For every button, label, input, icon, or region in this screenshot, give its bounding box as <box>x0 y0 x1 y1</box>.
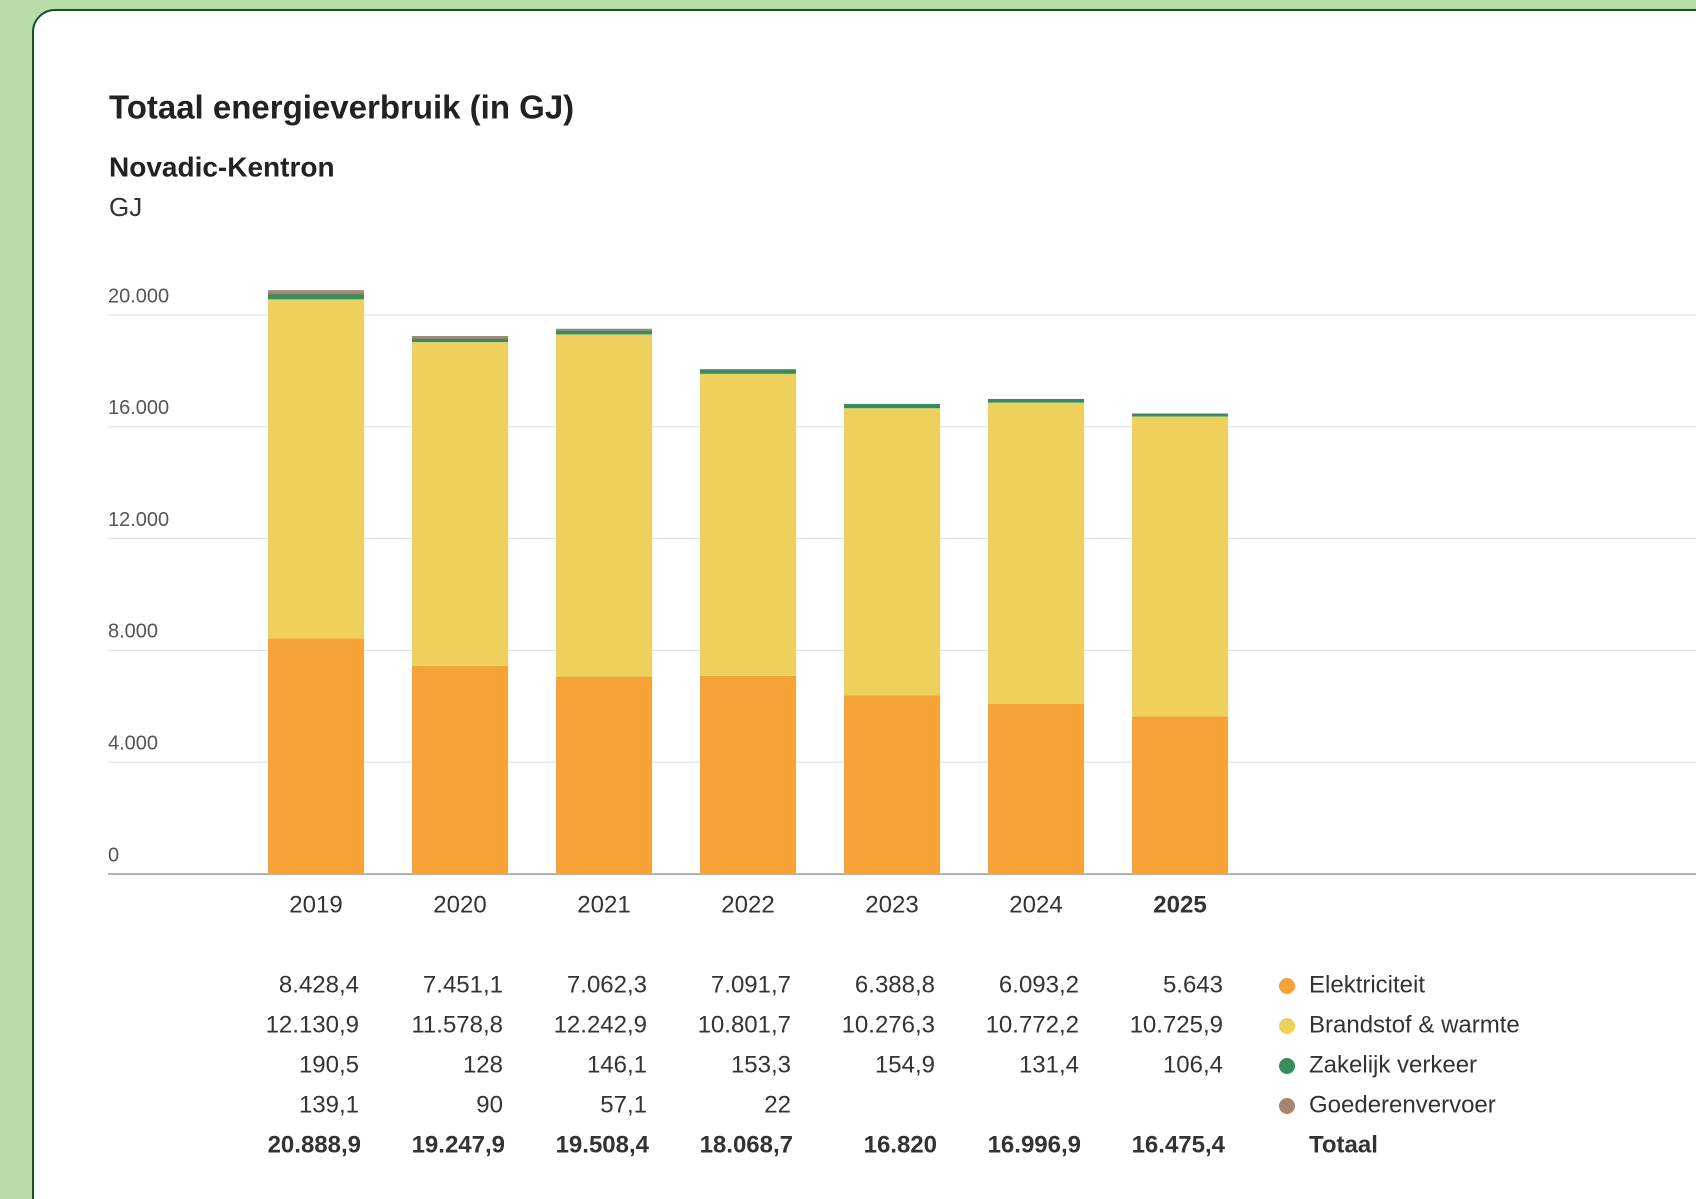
table-cell: 146,1 <box>587 1051 647 1078</box>
bar-segment <box>988 703 1084 874</box>
x-tick-label: 2020 <box>433 891 486 918</box>
legend-label: Goederenvervoer <box>1309 1091 1496 1118</box>
y-axis-label: GJ <box>109 192 142 222</box>
bar-segment <box>844 695 940 874</box>
table-cell: 5.643 <box>1163 971 1223 998</box>
table-cell: 11.578,8 <box>411 1011 503 1038</box>
legend-dot <box>1279 1098 1295 1114</box>
bar-segment <box>1132 413 1228 417</box>
bar-segment <box>700 373 796 676</box>
bar-segment <box>412 336 508 339</box>
table-cell: 153,3 <box>731 1051 791 1078</box>
table-cell: 90 <box>476 1091 503 1118</box>
table-cell: 6.093,2 <box>999 971 1079 998</box>
x-tick-label: 2023 <box>865 891 918 918</box>
table-cell: 7.451,1 <box>423 971 503 998</box>
chart-subtitle: Novadic-Kentron <box>109 151 335 182</box>
table-cell: 12.130,9 <box>266 1011 359 1038</box>
bar-segment <box>988 402 1084 704</box>
bar-segment <box>268 299 364 639</box>
table-cell: 10.772,2 <box>986 1011 1079 1038</box>
bar-segment <box>1132 416 1228 717</box>
legend-label: Brandstof & warmte <box>1309 1011 1520 1038</box>
table-total: 18.068,7 <box>700 1131 793 1158</box>
y-tick-label: 20.000 <box>108 285 169 307</box>
table-cell: 7.091,7 <box>711 971 791 998</box>
table-cell: 8.428,4 <box>279 971 359 998</box>
bar-segment <box>700 675 796 874</box>
table-cell: 10.276,3 <box>842 1011 935 1038</box>
legend-label: Elektriciteit <box>1309 971 1425 998</box>
legend-dot <box>1279 978 1295 994</box>
bar-segment <box>268 294 364 300</box>
table-cell: 131,4 <box>1019 1051 1079 1078</box>
table-cell: 106,4 <box>1163 1051 1223 1078</box>
table-total: 16.996,9 <box>988 1131 1081 1158</box>
x-tick-label: 2024 <box>1009 891 1062 918</box>
table-cell: 10.801,7 <box>698 1011 791 1038</box>
bar-segment <box>844 408 940 696</box>
legend-dot <box>1279 1018 1295 1034</box>
bar-segment <box>556 334 652 677</box>
y-tick-label: 0 <box>108 844 119 866</box>
bar-segment <box>556 328 652 331</box>
bar-segment <box>556 676 652 874</box>
table-cell: 12.242,9 <box>554 1011 647 1038</box>
table-total: 16.475,4 <box>1132 1131 1226 1158</box>
y-tick-label: 4.000 <box>108 732 158 754</box>
x-tick-label: 2019 <box>289 891 342 918</box>
chart-title: Totaal energieverbruik (in GJ) <box>109 89 574 126</box>
bar-segment <box>556 330 652 335</box>
table-cell: 190,5 <box>299 1051 359 1078</box>
table-total: 19.508,4 <box>556 1131 650 1158</box>
table-cell: 22 <box>764 1091 791 1118</box>
table-cell: 128 <box>463 1051 503 1078</box>
y-tick-label: 8.000 <box>108 621 158 643</box>
bar-segment <box>1132 716 1228 874</box>
table-cell: 154,9 <box>875 1051 935 1078</box>
legend-label: Totaal <box>1309 1131 1378 1158</box>
x-tick-label: 2021 <box>577 891 630 918</box>
legend-label: Zakelijk verkeer <box>1309 1051 1477 1078</box>
bar-segment <box>700 368 796 370</box>
bar-segment <box>412 338 508 343</box>
table-cell: 139,1 <box>299 1091 359 1118</box>
y-tick-label: 16.000 <box>108 397 169 419</box>
bar-segment <box>412 665 508 874</box>
table-total: 16.820 <box>864 1131 937 1158</box>
table-cell: 57,1 <box>600 1091 647 1118</box>
x-tick-label: 2025 <box>1153 891 1206 918</box>
bar-segment <box>268 290 364 295</box>
table-cell: 6.388,8 <box>855 971 935 998</box>
legend-dot <box>1279 1058 1295 1074</box>
y-tick-label: 12.000 <box>108 509 169 531</box>
table-total: 19.247,9 <box>412 1131 505 1158</box>
bar-segment <box>268 638 364 874</box>
bar-segment <box>700 369 796 374</box>
bar-segment <box>844 403 940 409</box>
table-cell: 10.725,9 <box>1130 1011 1223 1038</box>
table-cell: 7.062,3 <box>567 971 647 998</box>
x-tick-label: 2022 <box>721 891 774 918</box>
table-total: 20.888,9 <box>268 1131 361 1158</box>
bar-segment <box>412 342 508 666</box>
bar-segment <box>988 398 1084 403</box>
